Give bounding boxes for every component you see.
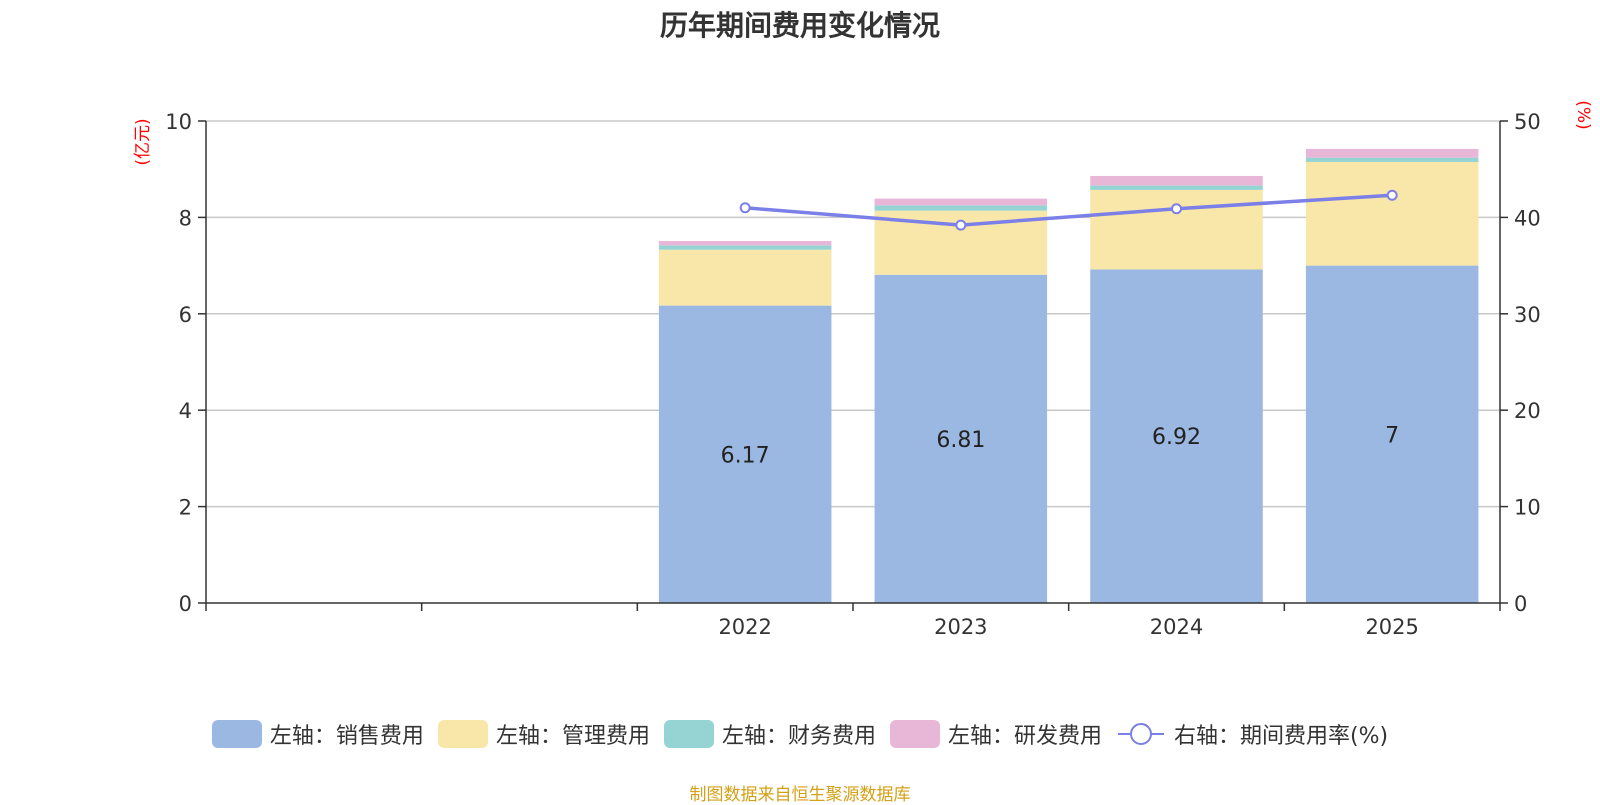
- legend-item[interactable]: 左轴：销售费用: [211, 718, 424, 750]
- left-axis-unit: (亿元): [133, 118, 153, 165]
- legend-label: 左轴：研发费用: [947, 724, 1102, 749]
- legend-swatch: [889, 720, 940, 748]
- bar-segment: [874, 198, 1048, 206]
- left-axis-tick-label: 4: [179, 399, 192, 423]
- legend-item[interactable]: 左轴：财务费用: [663, 718, 876, 750]
- bar-value-label: 6.92: [1152, 425, 1201, 450]
- legend-swatch: [211, 720, 262, 748]
- x-axis-tick-label: 2022: [718, 615, 771, 639]
- legend-label: 左轴：财务费用: [721, 724, 876, 749]
- bar-segment: [1305, 157, 1479, 162]
- bar-value-label: 6.17: [721, 443, 770, 468]
- left-axis-tick-label: 0: [179, 592, 192, 616]
- x-axis-tick-label: 2023: [934, 615, 987, 639]
- bar-segment: [874, 274, 1048, 603]
- right-axis-tick-label: 10: [1514, 496, 1541, 520]
- legend-label: 左轴：销售费用: [269, 724, 424, 749]
- chart-title: 历年期间费用变化情况: [659, 9, 940, 42]
- right-axis-tick-label: 20: [1514, 399, 1541, 423]
- legend-swatch: [663, 720, 714, 748]
- x-axis-tick-label: 2025: [1365, 615, 1418, 639]
- bar-segment: [658, 249, 832, 306]
- left-axis-tick-label: 8: [179, 206, 192, 230]
- right-axis-tick-label: 40: [1514, 206, 1541, 230]
- bar-segment: [658, 305, 832, 603]
- right-axis-tick-label: 30: [1514, 303, 1541, 327]
- bar-segment: [658, 245, 832, 250]
- right-axis-tick-label: 50: [1514, 110, 1541, 134]
- bar-segment: [1305, 265, 1479, 603]
- rate-line-series: [739, 189, 1398, 231]
- left-axis-tick-label: 2: [179, 496, 192, 520]
- right-axis-tick-label: 0: [1514, 592, 1527, 616]
- left-axis-tick-label: 10: [165, 110, 192, 134]
- bar-segment: [1305, 161, 1479, 266]
- rate-point: [739, 202, 751, 214]
- legend: 左轴：销售费用 左轴：管理费用 左轴：财务费用 左轴：研发费用 右轴：期间费用率(%): [0, 718, 1600, 750]
- bar-segment: [1090, 175, 1263, 186]
- bar-value-label: 7: [1385, 423, 1399, 448]
- legend-line-marker-icon: [1117, 723, 1164, 745]
- bar-segment: [1305, 148, 1479, 158]
- bar-series: [658, 148, 1479, 603]
- bar-segment: [1090, 185, 1263, 190]
- legend-item[interactable]: 左轴：研发费用: [889, 718, 1102, 750]
- legend-label: 左轴：管理费用: [495, 724, 650, 749]
- left-axis-tick-label: 6: [179, 303, 192, 327]
- axes: 0 2 4 6 8 10 0 10 20 30 40 50 2022 2023 2024 2025: [165, 110, 1540, 639]
- legend-item[interactable]: 左轴：管理费用: [437, 718, 650, 750]
- legend-item[interactable]: 右轴：期间费用率(%): [1116, 718, 1388, 750]
- bar-segment: [1090, 189, 1263, 270]
- bar-segment: [874, 205, 1048, 211]
- legend-label: 右轴：期间费用率(%): [1173, 724, 1389, 749]
- bar-value-label: 6.81: [936, 428, 985, 453]
- source-note: 制图数据来自恒生聚源数据库: [689, 785, 911, 805]
- rate-line: [745, 193, 1393, 227]
- legend-swatch: [437, 720, 488, 748]
- x-axis-tick-label: 2024: [1150, 615, 1203, 639]
- rate-point: [1171, 203, 1182, 215]
- rate-point: [1386, 189, 1398, 201]
- rate-point: [955, 219, 967, 231]
- bar-segment: [658, 241, 832, 246]
- bar-labels: 6.17 6.81 6.92 7: [721, 423, 1399, 468]
- bar-segment: [1090, 269, 1263, 603]
- right-axis-unit: (%): [1573, 100, 1593, 129]
